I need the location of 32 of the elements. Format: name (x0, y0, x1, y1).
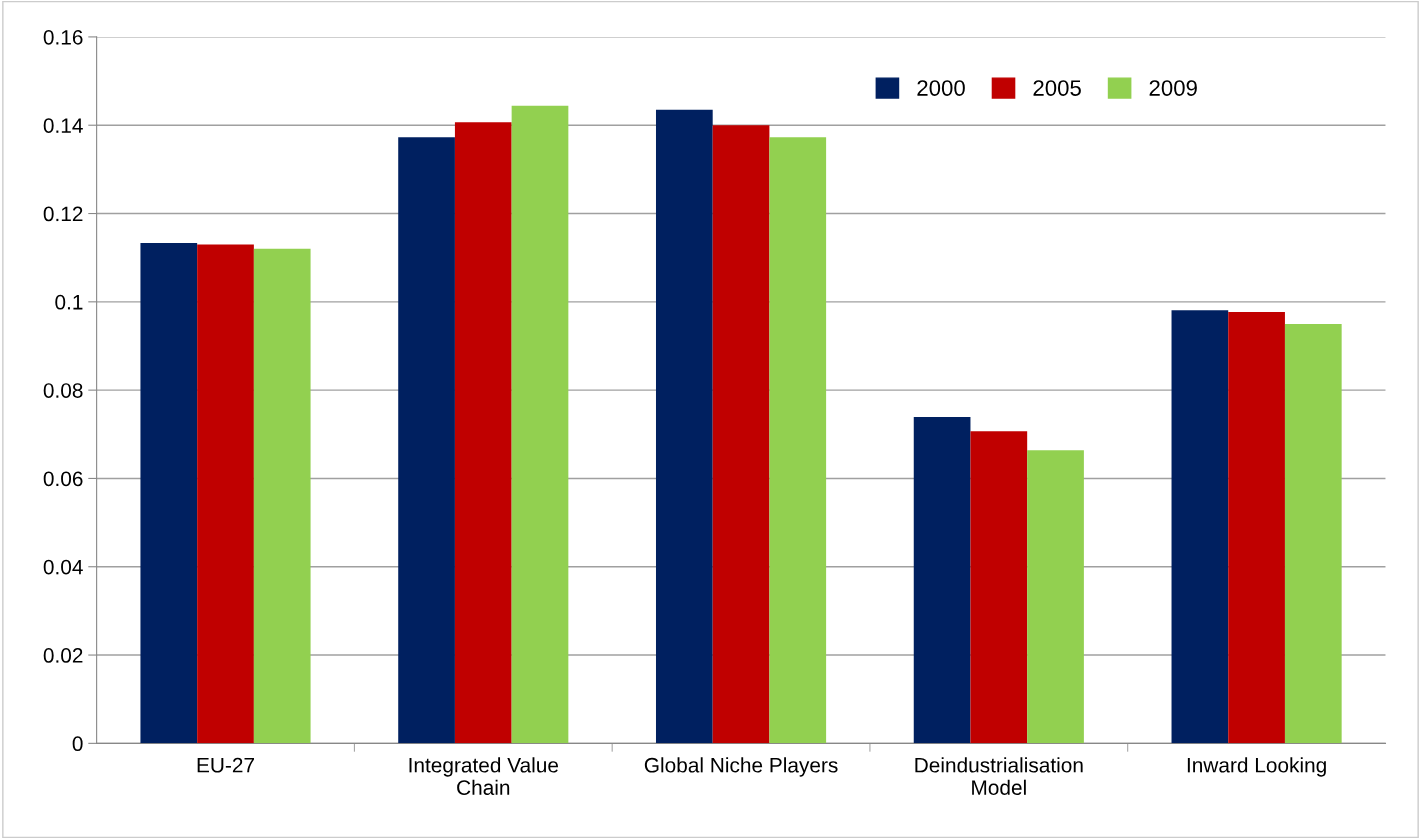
y-tick-label: 0.1 (55, 294, 83, 310)
bar (1027, 450, 1084, 744)
y-tick-label: 0.16 (43, 29, 83, 45)
bar (454, 122, 512, 744)
y-tick-label: 0.14 (43, 118, 83, 133)
x-tick-label: Deindustrialisation Model (915, 757, 1083, 795)
bar (398, 137, 455, 744)
x-tick-label: EU-27 (197, 757, 254, 773)
bar (1171, 310, 1229, 744)
legend-label: 2000 (917, 80, 965, 96)
x-tick-label: Global Niche Players (644, 757, 838, 777)
y-tick-label: 0.08 (43, 383, 83, 398)
y-tick-label: 0.06 (43, 471, 83, 487)
y-tick-label: 0.02 (43, 648, 83, 663)
bar (140, 243, 198, 744)
bar (913, 417, 971, 744)
legend-label: 2009 (1149, 80, 1197, 96)
bar (253, 248, 311, 744)
bar (1284, 323, 1342, 744)
y-tick-label: 0.12 (43, 206, 83, 222)
y-tick-label: 0 (72, 736, 83, 752)
bar (769, 137, 827, 744)
bar (511, 105, 569, 744)
bar (970, 431, 1028, 744)
bar (712, 125, 770, 744)
x-tick-label: Inward Looking (1187, 757, 1326, 777)
bar (1228, 311, 1285, 744)
legend-label: 2005 (1033, 80, 1081, 96)
y-tick-label: 0.04 (43, 559, 83, 575)
bar (197, 244, 254, 744)
bar (655, 109, 713, 744)
x-tick-label: Integrated Value Chain (409, 757, 559, 795)
